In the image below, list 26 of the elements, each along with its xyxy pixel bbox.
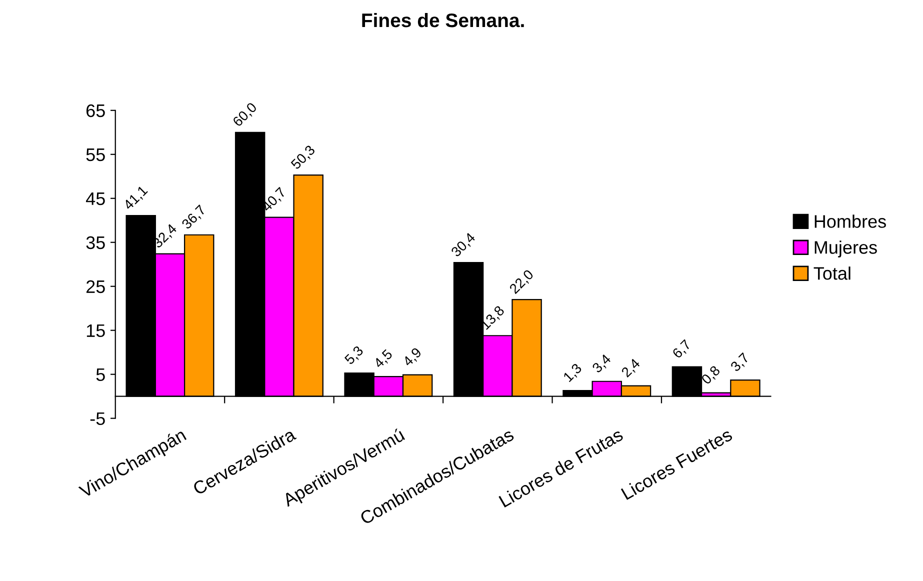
data-label: 3,4 [592, 353, 613, 375]
y-tick-label: 55 [86, 148, 105, 162]
data-label: 2,4 [620, 358, 642, 379]
y-tick-label: 5 [96, 368, 105, 382]
legend-label: Total [814, 266, 850, 280]
data-label: 30,4 [450, 232, 478, 258]
y-tick-label: 65 [86, 104, 105, 118]
data-label: 3,7 [730, 352, 751, 374]
data-label: 4,9 [402, 347, 424, 368]
data-label: 4,5 [373, 348, 394, 370]
legend-label: Mujeres [814, 240, 877, 258]
data-label: 40,7 [260, 186, 288, 214]
data-label: 60,0 [232, 102, 258, 128]
data-label: 0,8 [700, 365, 722, 386]
data-label: 1,3 [562, 362, 584, 384]
data-label: 6,7 [672, 339, 693, 360]
y-tick-label: -5 [90, 412, 105, 426]
legend-label: Hombres [814, 214, 886, 228]
chart-title: Fines de Semana. [362, 12, 524, 28]
y-tick-label: 45 [86, 192, 105, 206]
y-tick-label: 25 [86, 280, 105, 294]
y-tick-label: 15 [86, 324, 105, 338]
y-tick-label: 35 [86, 236, 105, 250]
data-label: 5,3 [344, 345, 365, 366]
data-label: 41,1 [122, 185, 150, 212]
data-label: 50,3 [290, 144, 317, 171]
